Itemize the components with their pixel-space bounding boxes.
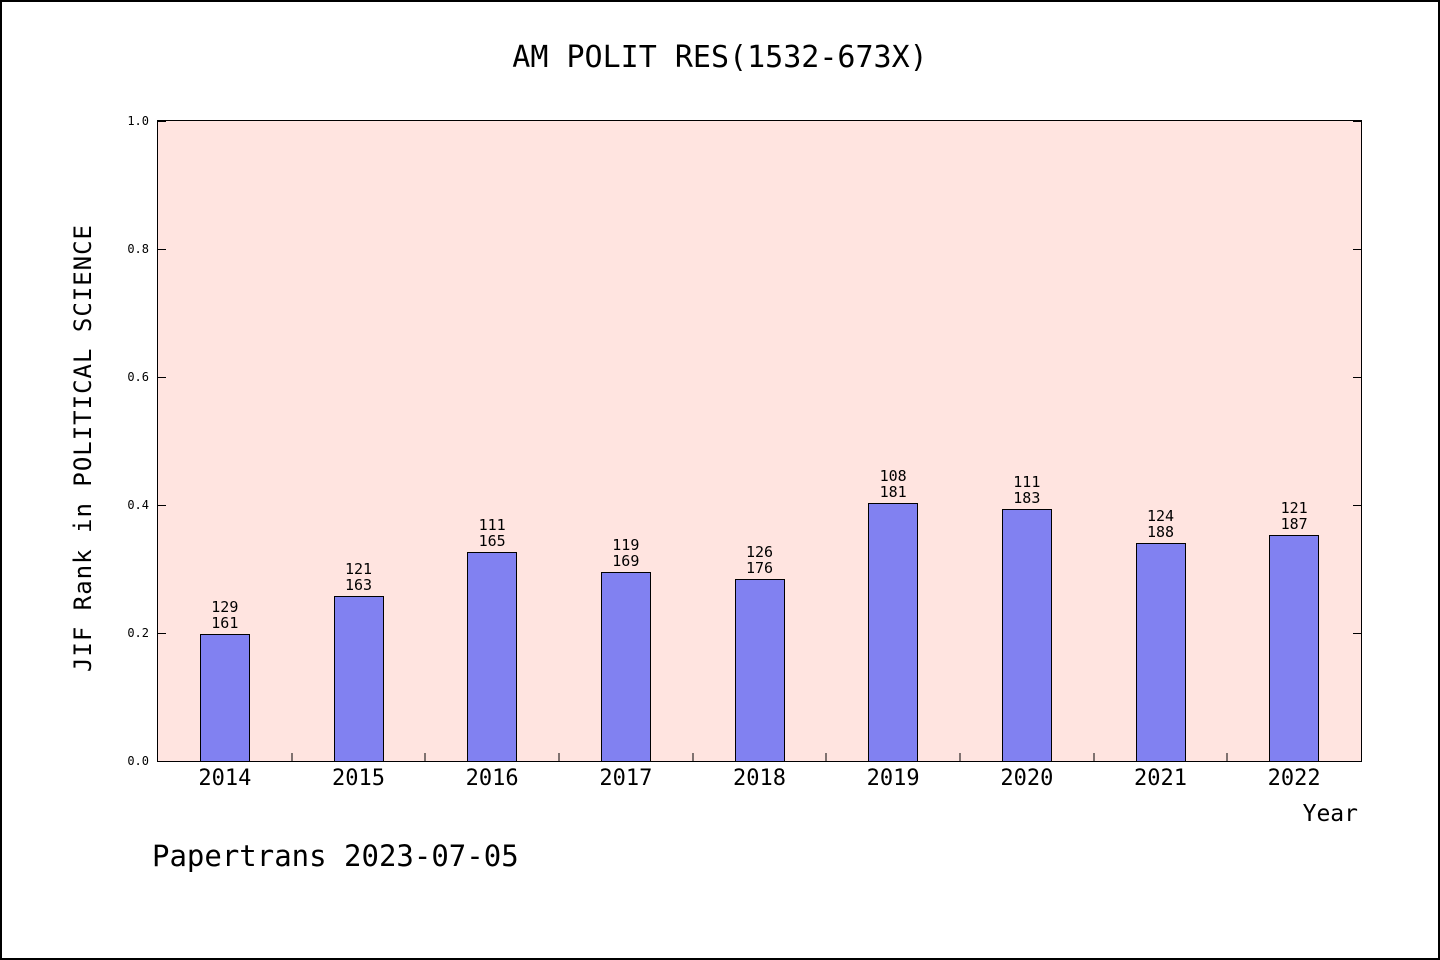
x-tick-mark: [825, 753, 827, 761]
y-tick-label: 0.6: [127, 370, 149, 384]
bar-value-label: 124 188: [1147, 508, 1174, 540]
bar: [734, 579, 785, 761]
bar-value-label: 121 187: [1281, 500, 1308, 532]
x-tick-mark: [1093, 753, 1095, 761]
bar-value-label: 111 183: [1013, 474, 1040, 506]
y-axis-label: JIF Rank in POLITICAL SCIENCE: [69, 223, 97, 673]
chart-title: AM POLIT RES(1532-673X): [512, 40, 928, 75]
bar-value-label: 119 169: [612, 537, 639, 569]
x-tick-mark: [959, 753, 961, 761]
bar-rank-value: 124: [1146, 507, 1175, 526]
bar-rank-value: 108: [879, 467, 907, 486]
x-tick-label: 2021: [1134, 766, 1187, 791]
x-tick-mark: [558, 753, 560, 761]
bar-total-value: 169: [612, 551, 640, 570]
y-tick-mark: [1353, 121, 1361, 122]
y-tick-label: 0.0: [127, 754, 149, 768]
plot-area: 0.0 0.2 0.4 0.6 0.8 1.0 129 161 2014 121 163 2015 11…: [127, 114, 1362, 791]
bar-total-value: 188: [1146, 523, 1175, 542]
y-tick-mark: [1353, 761, 1361, 762]
bar-total-value: 183: [1013, 489, 1041, 508]
watermark-text: Papertrans 2023-07-05: [152, 839, 519, 873]
y-tick-label: 1.0: [127, 114, 149, 128]
bar-value-label: 121 163: [345, 561, 372, 593]
x-tick-label: 2020: [1000, 766, 1054, 791]
bar-rank-value: 121: [344, 559, 373, 578]
bar-value-label: 129 161: [211, 599, 238, 631]
bar-total-value: 181: [879, 483, 907, 502]
x-tick-label: 2014: [198, 766, 252, 791]
x-axis-label: Year: [1302, 801, 1358, 827]
y-tick-label: 0.2: [127, 626, 149, 640]
bar-total-value: 165: [478, 531, 506, 550]
bar-total-value: 163: [344, 575, 373, 594]
bar-rank-value: 121: [1280, 499, 1308, 518]
x-tick-label: 2017: [599, 766, 653, 791]
x-tick-label: 2018: [733, 766, 786, 791]
bar-rank-value: 111: [1013, 473, 1041, 492]
bar: [1135, 543, 1186, 761]
bar-rank-value: 129: [211, 597, 239, 616]
y-tick-mark: [1353, 505, 1361, 506]
y-tick-mark: [158, 121, 166, 122]
bar-value-label: 111 165: [479, 517, 506, 549]
x-tick-mark: [424, 753, 426, 761]
y-tick-mark: [158, 505, 166, 506]
bar-rank-value: 126: [745, 543, 774, 562]
bar-value-label: 126 176: [746, 544, 773, 576]
bar-rank-value: 119: [612, 535, 640, 554]
y-tick-mark: [158, 249, 166, 250]
bar: [600, 571, 651, 761]
bar-value-label: 108 181: [880, 468, 907, 500]
y-tick-mark: [158, 377, 166, 378]
bar: [467, 551, 518, 761]
x-tick-label: 2016: [465, 766, 519, 791]
bar: [333, 595, 384, 761]
x-tick-label: 2019: [866, 766, 920, 791]
bar: [199, 633, 250, 761]
bar-total-value: 161: [211, 613, 239, 632]
x-tick-mark: [1226, 753, 1228, 761]
y-tick-mark: [158, 633, 166, 634]
x-tick-mark: [291, 753, 293, 761]
y-tick-label: 0.4: [127, 498, 149, 512]
x-tick-label: 2022: [1267, 766, 1321, 791]
bar: [1001, 509, 1052, 761]
y-tick-mark: [1353, 633, 1361, 634]
y-tick-mark: [1353, 249, 1361, 250]
bar: [1269, 535, 1320, 761]
y-tick-mark: [158, 761, 166, 762]
y-tick-mark: [1353, 377, 1361, 378]
bar-total-value: 187: [1280, 515, 1308, 534]
y-tick-label: 0.8: [127, 242, 149, 256]
x-tick-label: 2015: [332, 766, 385, 791]
bar: [868, 503, 919, 761]
bar-total-value: 176: [745, 559, 774, 578]
x-tick-mark: [692, 753, 694, 761]
bar-rank-value: 111: [478, 515, 506, 534]
